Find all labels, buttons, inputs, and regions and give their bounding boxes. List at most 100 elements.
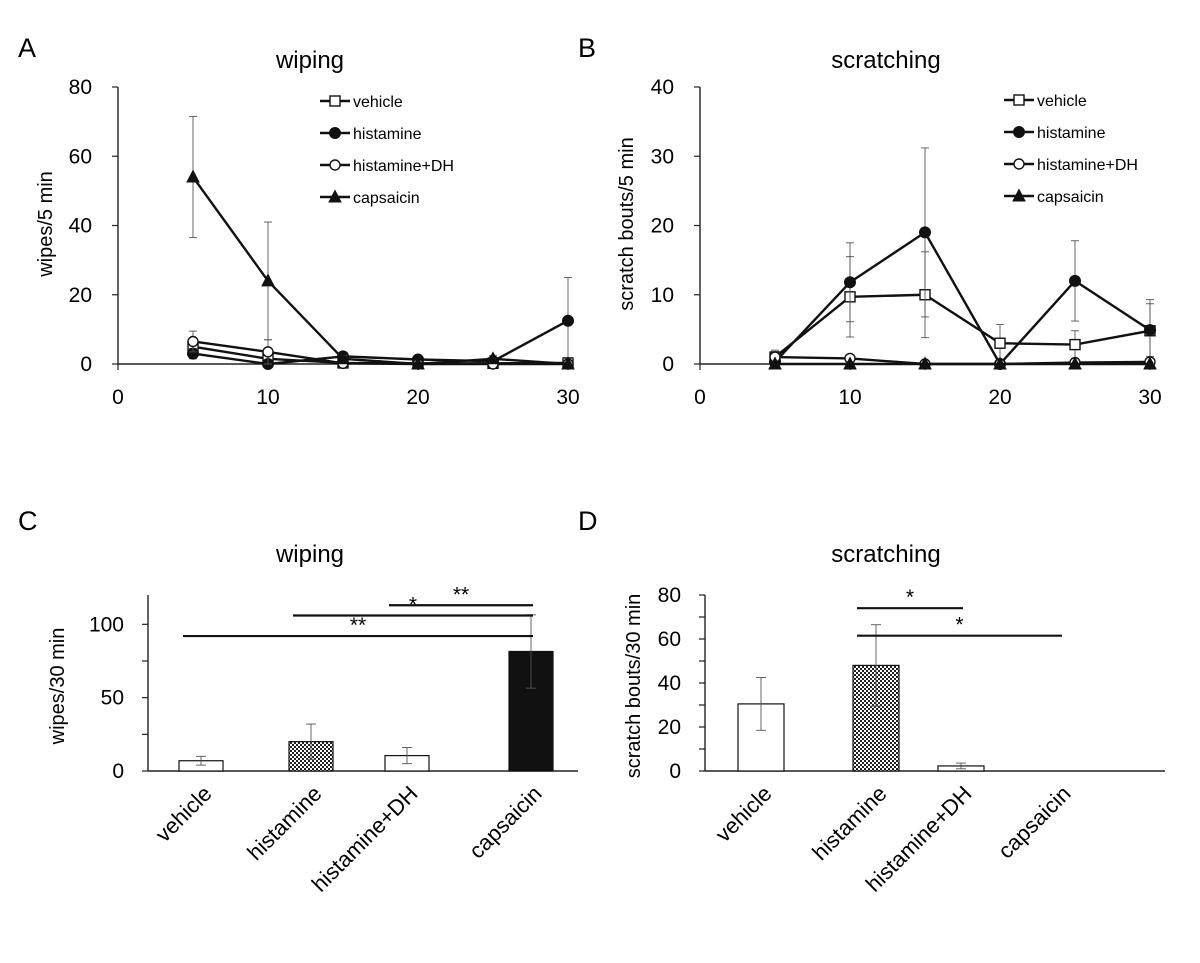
panel-a-y-tick-label: 80 (69, 76, 92, 99)
panel-b-title: scratching (831, 47, 940, 74)
panel-b-letter: B (578, 33, 596, 63)
panel-a-legend-marker-vehicle (329, 95, 341, 107)
panel-b-legend: vehicle histamine histamine+DH capsaicin (1004, 93, 1138, 206)
panel-b-series-histamine (769, 147, 1156, 370)
panel-d-category-label: histamine (807, 781, 891, 865)
panel-a-legend-label: vehicle (353, 94, 403, 111)
panel-c-significance-label: ** (350, 614, 366, 637)
panel-a-legend-marker-capsaicin (328, 189, 342, 203)
panel-b-data-point-vehicle (1069, 338, 1081, 351)
panel-a-axes: 0 20 40 60 80 0 10 20 30 (69, 76, 580, 409)
panel-b-data-point-histamine (919, 226, 931, 239)
panel-a-title: wiping (275, 47, 344, 74)
panel-b-data-point-histamine (844, 276, 856, 289)
panel-b-y-tick-label: 0 (662, 353, 674, 376)
panel-b-data-point-capsaicin (993, 356, 1007, 370)
panel-a-x-tick-label: 0 (112, 386, 124, 409)
panel-b-series-histamine-dh (769, 349, 1156, 370)
panel-c-chart: C wiping wipes/30 min 0 50 100 vehicle hista… (18, 506, 578, 897)
panel-a-letter: A (18, 33, 36, 63)
panel-a-series-line-capsaicin (192, 176, 569, 366)
panel-b-legend-label: histamine+DH (1037, 157, 1138, 174)
panel-b-legend-label: vehicle (1037, 93, 1087, 110)
panel-d-y-tick-label: 60 (658, 628, 681, 651)
panel-b-series-line-vehicle (774, 293, 1151, 359)
panel-c-y-tick-label: 100 (89, 613, 124, 636)
panel-a-legend-marker-histamine-dh (329, 159, 341, 171)
panel-a-data-point-capsaicin (561, 356, 575, 370)
panel-b-x-tick-label: 10 (838, 386, 861, 409)
panel-c-category-label: histamine (242, 781, 326, 865)
panel-a-series-capsaicin (186, 115, 575, 370)
panel-d-y-tick-label: 20 (658, 716, 681, 739)
panel-a-y-tick-label: 0 (80, 353, 92, 376)
panel-d-chart: D scratching scratch bouts/30 min 0 20 40 6… (578, 506, 1165, 897)
panel-a-data-point-capsaicin (186, 169, 200, 183)
panel-b-legend-marker-histamine (1013, 126, 1025, 138)
panel-a-legend-marker-histamine (329, 127, 341, 139)
panel-b-data-point-vehicle (994, 337, 1006, 349)
panel-b-y-tick-label: 30 (651, 145, 674, 168)
panel-d-significance-label: * (906, 586, 914, 609)
panel-c-y-tick-label: 50 (101, 687, 124, 710)
panel-b-x-tick-label: 0 (694, 386, 706, 409)
panel-b-legend-label: capsaicin (1037, 189, 1104, 206)
panel-b-series-line-histamine (774, 231, 1151, 366)
panel-a-x-tick-label: 20 (406, 386, 429, 409)
panel-a-chart: A wiping wipes/5 min 0 20 40 60 80 0 10 20 30 veh… (18, 33, 580, 409)
panel-d-letter: D (578, 506, 598, 536)
panel-c-y-axis-label: wipes/30 min (47, 628, 69, 746)
panel-a-y-tick-label: 60 (69, 145, 92, 168)
panel-b-y-tick-label: 40 (651, 76, 674, 99)
panel-b-data-point-capsaicin (768, 356, 782, 370)
panel-b-data-point-capsaicin (918, 356, 932, 370)
panel-a-x-tick-label: 30 (556, 386, 579, 409)
panel-a-legend-label: histamine+DH (353, 158, 454, 175)
panel-b-x-tick-label: 20 (988, 386, 1011, 409)
panel-b-series-capsaicin (768, 356, 1157, 370)
panel-b-y-tick-label: 20 (651, 215, 674, 238)
panel-a-y-tick-label: 40 (69, 215, 92, 238)
panel-b-data-point-histamine (1144, 324, 1156, 337)
panel-a-y-tick-label: 20 (69, 284, 92, 307)
panel-b-chart: B scratching scratch bouts/5 min 0 10 20 30… (578, 33, 1162, 409)
panel-b-y-axis-label: scratch bouts/5 min (616, 137, 638, 310)
panel-a-y-axis-label: wipes/5 min (35, 171, 57, 278)
panel-b-data-point-capsaicin (1068, 356, 1082, 370)
panel-d-y-tick-label: 40 (658, 672, 681, 695)
panel-d-category-label: capsaicin (993, 781, 1076, 864)
panel-b-data-point-capsaicin (843, 356, 857, 370)
panel-a-data-point-capsaicin (486, 351, 500, 365)
panel-c-letter: C (18, 506, 38, 536)
panel-b-x-tick-label: 30 (1138, 386, 1161, 409)
panel-b-legend-label: histamine (1037, 125, 1106, 142)
panel-a-legend-label: histamine (353, 126, 422, 143)
panel-b-y-tick-label: 10 (651, 284, 674, 307)
panel-d-y-tick-label: 0 (669, 760, 681, 783)
panel-b-legend-marker-histamine-dh (1013, 158, 1025, 170)
panel-a-data-point-capsaicin (411, 356, 425, 370)
panel-a-series-line-histamine (192, 319, 569, 366)
panel-a-data-point-capsaicin (336, 351, 350, 365)
panel-a-legend: vehicle histamine histamine+DH capsaicin (320, 94, 454, 207)
panel-c-category-label: capsaicin (464, 781, 547, 864)
panel-b-data-point-capsaicin (1143, 356, 1157, 370)
panel-c-category-label: vehicle (150, 781, 216, 847)
panel-a-data-point-histamine (562, 314, 574, 327)
panel-b-legend-marker-capsaicin (1012, 188, 1026, 202)
panel-d-axes: 0 20 40 60 80 (658, 584, 1165, 783)
panel-d-category-label: vehicle (710, 781, 776, 847)
panel-d-y-tick-label: 80 (658, 584, 681, 607)
panel-c-title: wiping (275, 541, 344, 568)
panel-d-significance-label: * (955, 614, 963, 637)
panel-a-data-point-histamine-dh (262, 346, 274, 358)
panel-c-y-tick-label: 0 (112, 760, 124, 783)
panel-a-data-point-capsaicin (261, 273, 275, 287)
panel-a-series-line-histamine-dh (192, 340, 568, 366)
panel-d-y-axis-label: scratch bouts/30 min (623, 594, 645, 779)
panel-c-significance-label: ** (453, 583, 469, 606)
panel-a-data-point-histamine-dh (187, 335, 199, 348)
panel-a-x-tick-label: 10 (256, 386, 279, 409)
panel-b-legend-marker-vehicle (1013, 94, 1025, 106)
